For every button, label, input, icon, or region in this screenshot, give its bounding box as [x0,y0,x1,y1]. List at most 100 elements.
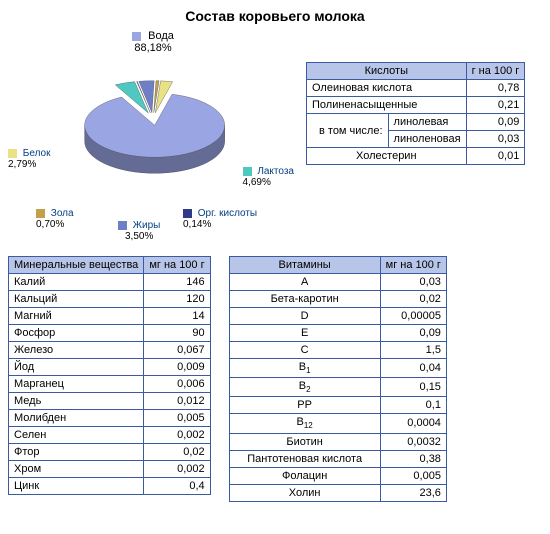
cell-val: 0,002 [144,427,210,444]
cell-val: 0,002 [144,461,210,478]
vitamins-table: Витамины мг на 100 г A0,03Бета-каротин0,… [229,256,447,502]
chol-val: 0,01 [466,148,525,165]
cell-val: 0,38 [380,450,446,467]
table-row: Молибден0,005 [9,410,211,427]
cell-val: 0,0004 [380,414,446,433]
cell-val: 0,1 [380,397,446,414]
cell-val: 146 [144,274,210,291]
cell-val: 1,5 [380,342,446,359]
top-row: Вода 88,18% Лактоза 4,69% Орг. кислоты 0… [8,30,542,250]
swatch-fat [118,221,127,230]
table-row: Калий146 [9,274,211,291]
acids-table-wrap: Кислоты г на 100 г Олеиновая кислота0,78… [306,62,525,165]
cell-name: Молибден [9,410,144,427]
cell-name: Кальций [9,291,144,308]
table-row: Полиненасыщенные0,21 [307,97,525,114]
swatch-ash [36,209,45,218]
cell-name: D [229,308,380,325]
cell-val: 0,15 [380,378,446,397]
table-row: Холестерин 0,01 [307,148,525,165]
legend-water-pct: 88,18% [134,42,171,54]
cell-val: 0,04 [380,359,446,378]
legend-protein: Белок 2,79% [8,148,50,170]
legend-ash: Зола 0,70% [36,208,74,230]
cell-val: 0,09 [466,114,525,131]
table-row: Фосфор90 [9,325,211,342]
sub-label: в том числе: [307,114,389,148]
cell-val: 90 [144,325,210,342]
cell-val: 0,005 [144,410,210,427]
cell-name: Холин [229,484,380,501]
cell-name: Хром [9,461,144,478]
cell-val: 14 [144,308,210,325]
table-row: Пантотеновая кислота0,38 [229,450,446,467]
cell-name: Фосфор [9,325,144,342]
table-row: Холин23,6 [229,484,446,501]
cell-name: Йод [9,359,144,376]
cell-name: Фолацин [229,467,380,484]
table-row: Магний14 [9,308,211,325]
table-row: C1,5 [229,342,446,359]
cell-name: B1 [229,359,380,378]
table-row: B120,0004 [229,414,446,433]
cell-name: Фтор [9,444,144,461]
chol-name: Холестерин [307,148,467,165]
vitamins-h-right: мг на 100 г [380,257,446,274]
swatch-water [132,32,141,41]
table-row: Селен0,002 [9,427,211,444]
cell-val: 0,005 [380,467,446,484]
cell-val: 23,6 [380,484,446,501]
minerals-h-left: Минеральные вещества [9,257,144,274]
cell-name: линолевая [388,114,466,131]
cell-name: PP [229,397,380,414]
cell-name: C [229,342,380,359]
swatch-lactose [243,167,252,176]
table-row: Фтор0,02 [9,444,211,461]
swatch-protein [8,149,17,158]
cell-name: Пантотеновая кислота [229,450,380,467]
cell-name: A [229,274,380,291]
legend-acids: Орг. кислоты 0,14% [183,208,257,230]
table-row: Цинк0,4 [9,478,211,495]
cell-val: 0,03 [466,131,525,148]
pie-svg [53,64,253,204]
cell-val: 0,02 [144,444,210,461]
cell-name: Олеиновая кислота [307,80,467,97]
table-row: Фолацин0,005 [229,467,446,484]
table-row: E0,09 [229,325,446,342]
table-row: Бета-каротин0,02 [229,291,446,308]
table-row: D0,00005 [229,308,446,325]
cell-name: Медь [9,393,144,410]
cell-val: 0,00005 [380,308,446,325]
table-row: B10,04 [229,359,446,378]
table-row: Олеиновая кислота0,78 [307,80,525,97]
pie-chart: Вода 88,18% Лактоза 4,69% Орг. кислоты 0… [8,30,298,250]
cell-name: Селен [9,427,144,444]
cell-name: Калий [9,274,144,291]
table-row: в том числе:линолевая0,09 [307,114,525,131]
table-row: Биотин0,0032 [229,433,446,450]
cell-val: 0,02 [380,291,446,308]
legend-water-label: Вода [148,30,174,42]
legend-lactose: Лактоза 4,69% [243,166,294,188]
cell-name: Цинк [9,478,144,495]
cell-val: 0,067 [144,342,210,359]
table-row: Йод0,009 [9,359,211,376]
cell-val: 0,006 [144,376,210,393]
cell-val: 0,009 [144,359,210,376]
cell-name: линоленовая [388,131,466,148]
cell-name: Марганец [9,376,144,393]
minerals-table: Минеральные вещества мг на 100 г Калий14… [8,256,211,495]
minerals-h-right: мг на 100 г [144,257,210,274]
vitamins-h-left: Витамины [229,257,380,274]
cell-val: 0,09 [380,325,446,342]
table-row: A0,03 [229,274,446,291]
swatch-acids [183,209,192,218]
table-row: Марганец0,006 [9,376,211,393]
cell-name: Полиненасыщенные [307,97,467,114]
legend-fat: Жиры 3,50% [118,220,160,242]
cell-name: E [229,325,380,342]
cell-val: 0,0032 [380,433,446,450]
cell-val: 0,4 [144,478,210,495]
cell-name: Биотин [229,433,380,450]
